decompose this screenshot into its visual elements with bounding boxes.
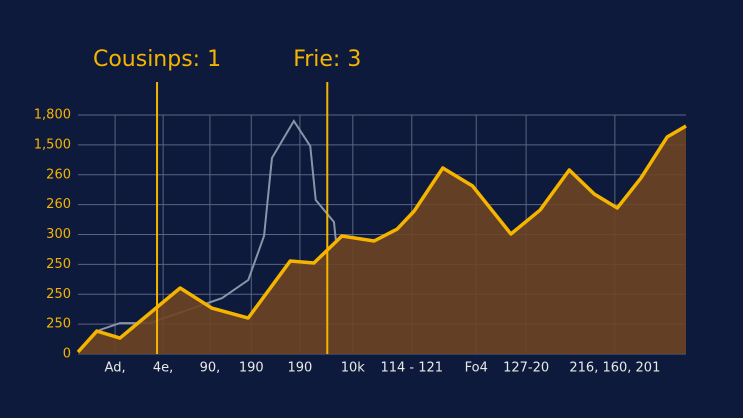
y-tick-label: 260 (46, 167, 71, 182)
y-tick-label: 260 (46, 197, 71, 212)
x-tick-label: Fo4 (465, 361, 488, 376)
y-tick-label: 1,500 (34, 137, 71, 152)
x-tick-label: 90, (200, 361, 221, 376)
annotation-label: Cousinps: 1 (93, 47, 221, 72)
ghost-line (77, 119, 337, 353)
x-tick-label: 127-20 (503, 361, 549, 376)
x-tick-label: 216, 160, 201 (569, 361, 660, 376)
x-tick-label: 4e, (153, 361, 173, 376)
y-tick-label: 1,800 (34, 108, 71, 123)
annotation-label: Frie: 3 (293, 47, 361, 72)
y-tick-label: 250 (46, 317, 71, 332)
area (78, 126, 686, 354)
y-tick-label: 0 (63, 347, 71, 362)
y-tick-label: 250 (46, 257, 71, 272)
y-tick-label: 250 (46, 287, 71, 302)
x-tick-label: Ad, (105, 361, 126, 376)
x-tick-label: 190 (288, 361, 313, 376)
line (76, 124, 687, 354)
x-tick-label: 114 - 121 (380, 361, 443, 376)
x-tick-label: 10k (341, 361, 366, 376)
y-tick-label: 300 (46, 227, 71, 242)
x-tick-label: 190 (239, 361, 264, 376)
